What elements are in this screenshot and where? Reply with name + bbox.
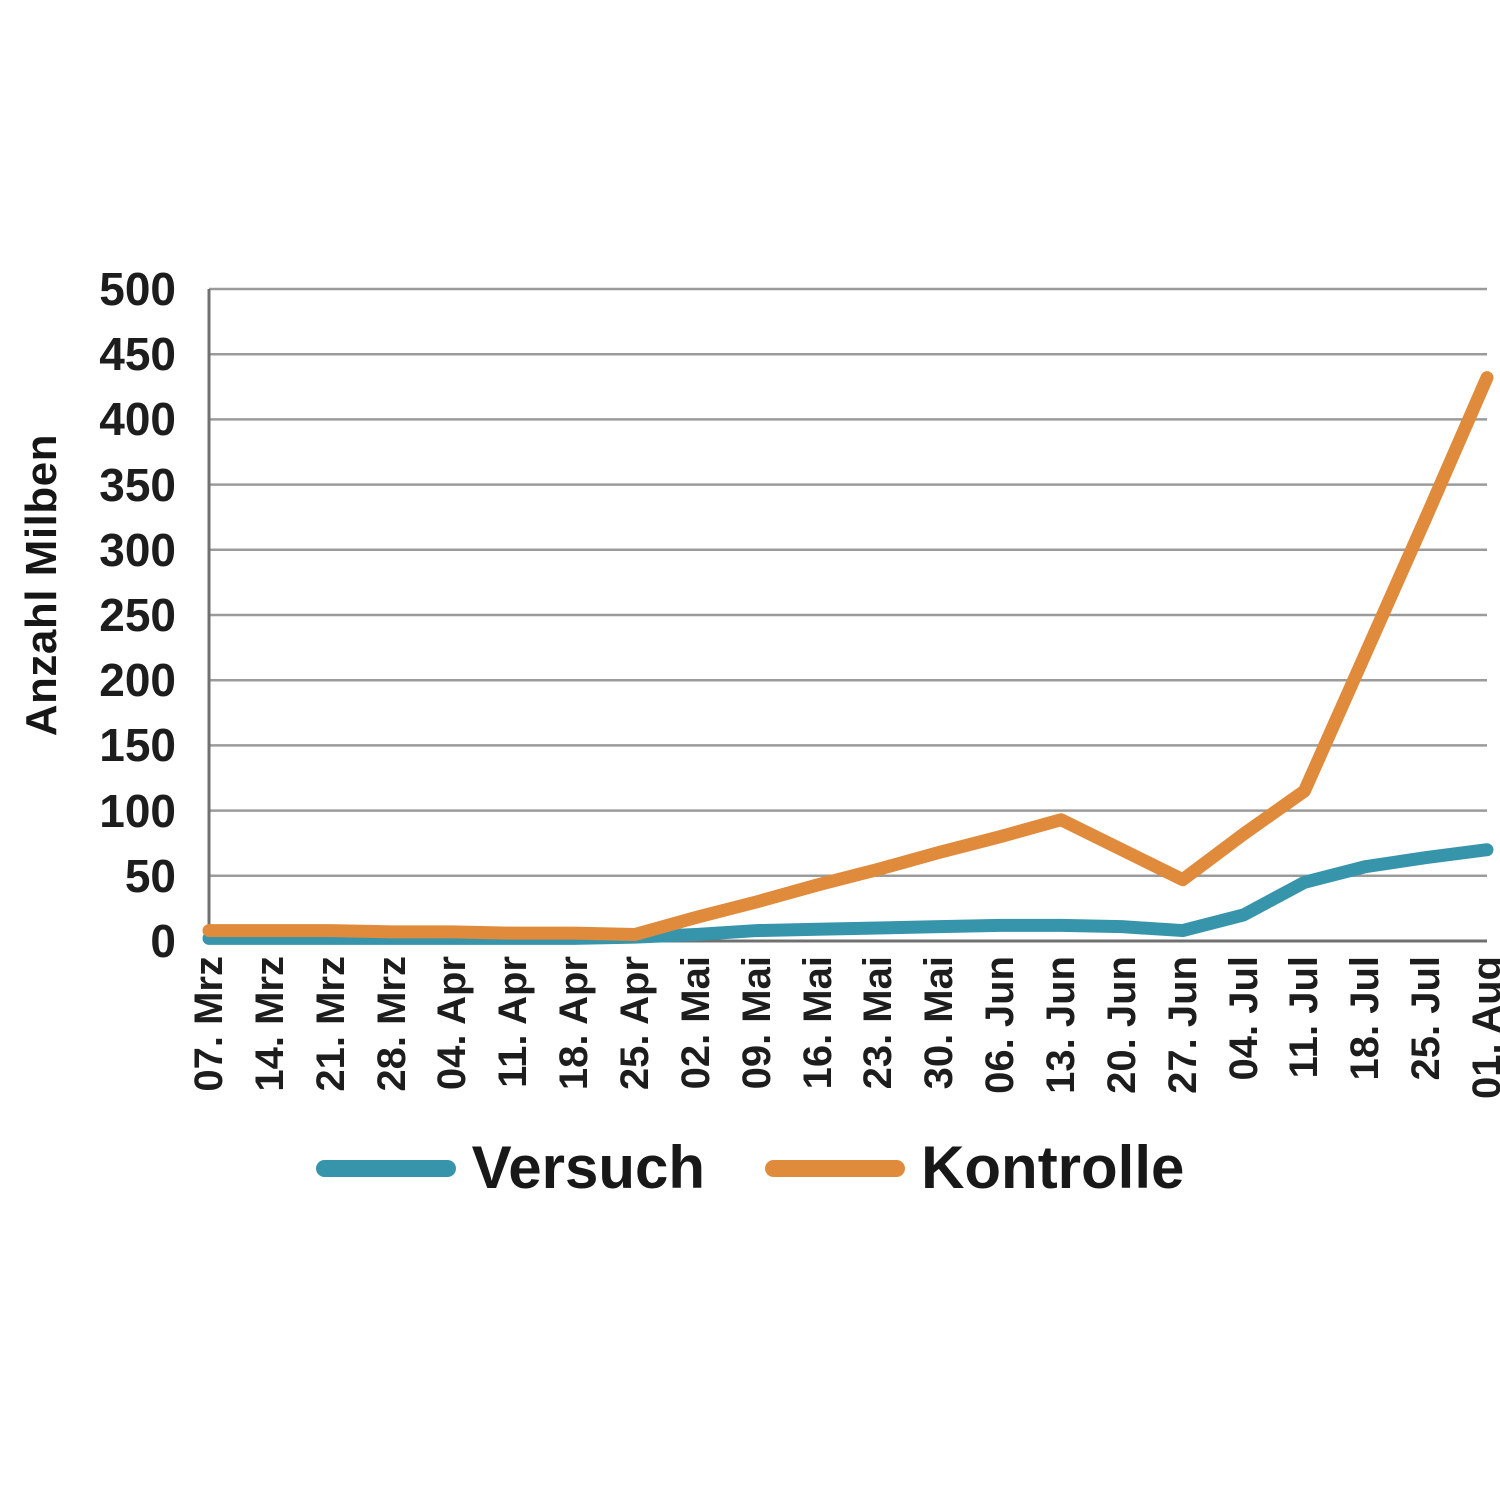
series-line-kontrolle — [202, 371, 1494, 941]
y-tick-label-100: 100 — [99, 784, 176, 837]
y-tick-label-300: 300 — [99, 523, 176, 576]
x-tick-label-19: 11. Jul — [1282, 956, 1327, 1079]
kontrolle-line-swatch — [765, 1159, 906, 1177]
x-tick-label-8: 25. Apr — [613, 956, 657, 1091]
x-tick-label-6: 11. Apr — [491, 956, 536, 1088]
x-tick-label-11: 16. Mai — [795, 956, 840, 1090]
legend-label-versuch: Versuch — [471, 1134, 706, 1201]
x-tick-label-22: 01. Aug — [1465, 956, 1500, 1099]
x-tick-label-14: 06. Jun — [978, 956, 1023, 1094]
y-tick-label-400: 400 — [99, 393, 176, 446]
y-tick-label-0: 0 — [150, 915, 176, 967]
legend-label-kontrolle: Kontrolle — [921, 1134, 1185, 1201]
y-tick-label-350: 350 — [99, 458, 176, 511]
x-tick-label-3: 21. Mrz — [308, 956, 353, 1092]
versuch-line-swatch — [315, 1159, 456, 1177]
x-tick-label-10: 09. Mai — [734, 956, 779, 1090]
legend: Versuch Kontrolle — [0, 1122, 1500, 1214]
x-tick-label-12: 23. Mai — [856, 956, 901, 1090]
legend-item-versuch: Versuch — [315, 1134, 706, 1201]
y-tick-label-200: 200 — [99, 654, 176, 707]
x-tick-label-1: 07. Mrz — [187, 956, 231, 1092]
y-tick-label-500: 500 — [99, 263, 176, 315]
x-tick-label-4: 28. Mrz — [369, 956, 414, 1092]
x-tick-label-9: 02. Mai — [673, 956, 718, 1090]
x-tick-label-13: 30. Mai — [917, 956, 962, 1090]
x-tick-label-2: 14. Mrz — [247, 956, 292, 1092]
x-tick-label-5: 04. Apr — [430, 956, 475, 1091]
x-tick-label-7: 18. Apr — [552, 956, 597, 1091]
y-tick-label-450: 450 — [99, 328, 176, 381]
x-tick-label-20: 18. Jul — [1343, 956, 1388, 1081]
x-tick-label-17: 27. Jun — [1160, 956, 1205, 1094]
x-tick-label-15: 13. Jun — [1039, 956, 1083, 1094]
y-tick-label-150: 150 — [99, 719, 176, 772]
y-tick-label-250: 250 — [99, 589, 176, 641]
x-tick-label-18: 04. Jul — [1221, 956, 1266, 1081]
series-line-versuch — [202, 843, 1494, 945]
x-tick-label-16: 20. Jun — [1099, 956, 1144, 1094]
legend-item-kontrolle: Kontrolle — [765, 1138, 1184, 1198]
x-tick-label-21: 25. Jul — [1404, 956, 1449, 1081]
y-tick-label-50: 50 — [124, 849, 176, 902]
